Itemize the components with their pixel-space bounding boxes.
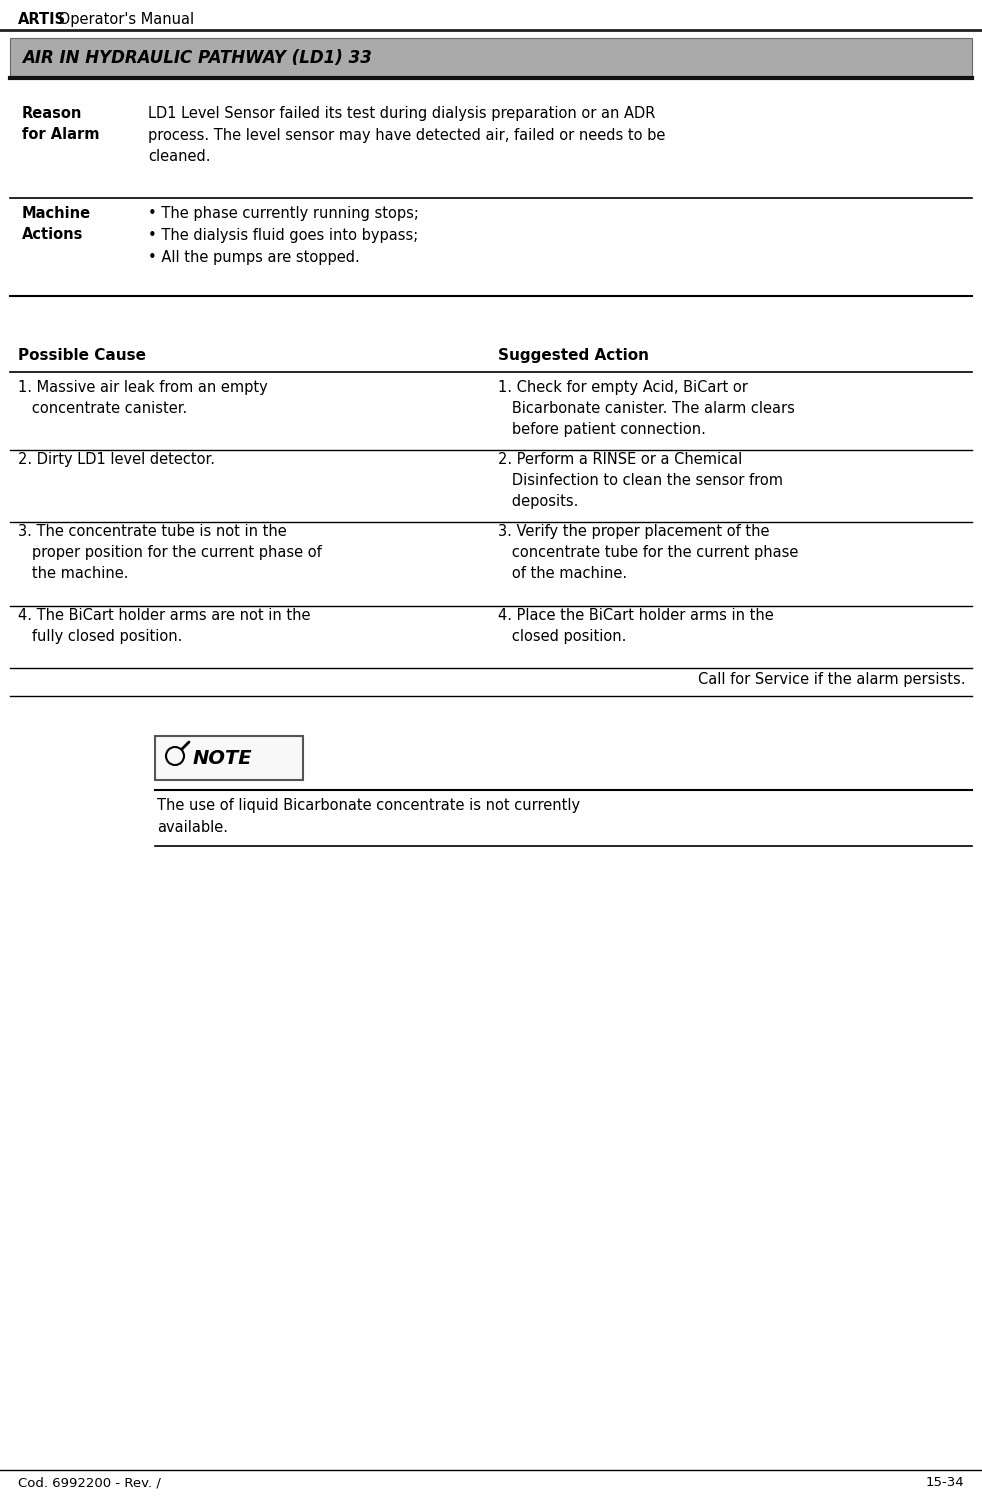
Text: LD1 Level Sensor failed its test during dialysis preparation or an ADR
process. : LD1 Level Sensor failed its test during … — [148, 106, 666, 164]
Text: 15-34: 15-34 — [925, 1476, 964, 1490]
Text: Call for Service if the alarm persists.: Call for Service if the alarm persists. — [698, 672, 966, 687]
Text: The use of liquid Bicarbonate concentrate is not currently
available.: The use of liquid Bicarbonate concentrat… — [157, 798, 580, 834]
Bar — [155, 736, 303, 780]
Text: 2. Perform a RINSE or a Chemical
   Disinfection to clean the sensor from
   dep: 2. Perform a RINSE or a Chemical Disinfe… — [498, 452, 783, 509]
Text: 4. Place the BiCart holder arms in the
   closed position.: 4. Place the BiCart holder arms in the c… — [498, 608, 774, 644]
Text: ARTIS: ARTIS — [18, 12, 66, 27]
Text: Possible Cause: Possible Cause — [18, 348, 146, 363]
Text: NOTE: NOTE — [193, 748, 252, 768]
Text: AIR IN HYDRAULIC PATHWAY (LD1) 33: AIR IN HYDRAULIC PATHWAY (LD1) 33 — [22, 50, 372, 68]
Text: Suggested Action: Suggested Action — [498, 348, 649, 363]
Text: Reason
for Alarm: Reason for Alarm — [22, 106, 99, 142]
Text: 1. Check for empty Acid, BiCart or
   Bicarbonate canister. The alarm clears
   : 1. Check for empty Acid, BiCart or Bicar… — [498, 380, 794, 436]
Text: 3. Verify the proper placement of the
   concentrate tube for the current phase
: 3. Verify the proper placement of the co… — [498, 524, 798, 580]
Text: 4. The BiCart holder arms are not in the
   fully closed position.: 4. The BiCart holder arms are not in the… — [18, 608, 310, 644]
Text: Cod. 6992200 - Rev. /: Cod. 6992200 - Rev. / — [18, 1476, 161, 1490]
Text: 3. The concentrate tube is not in the
   proper position for the current phase o: 3. The concentrate tube is not in the pr… — [18, 524, 322, 580]
Bar — [10, 38, 972, 78]
Text: 2. Dirty LD1 level detector.: 2. Dirty LD1 level detector. — [18, 452, 215, 466]
Text: 1. Massive air leak from an empty
   concentrate canister.: 1. Massive air leak from an empty concen… — [18, 380, 268, 416]
Text: • The phase currently running stops;
• The dialysis fluid goes into bypass;
• Al: • The phase currently running stops; • T… — [148, 206, 419, 266]
Text: Machine
Actions: Machine Actions — [22, 206, 91, 242]
Text: Operator's Manual: Operator's Manual — [54, 12, 194, 27]
